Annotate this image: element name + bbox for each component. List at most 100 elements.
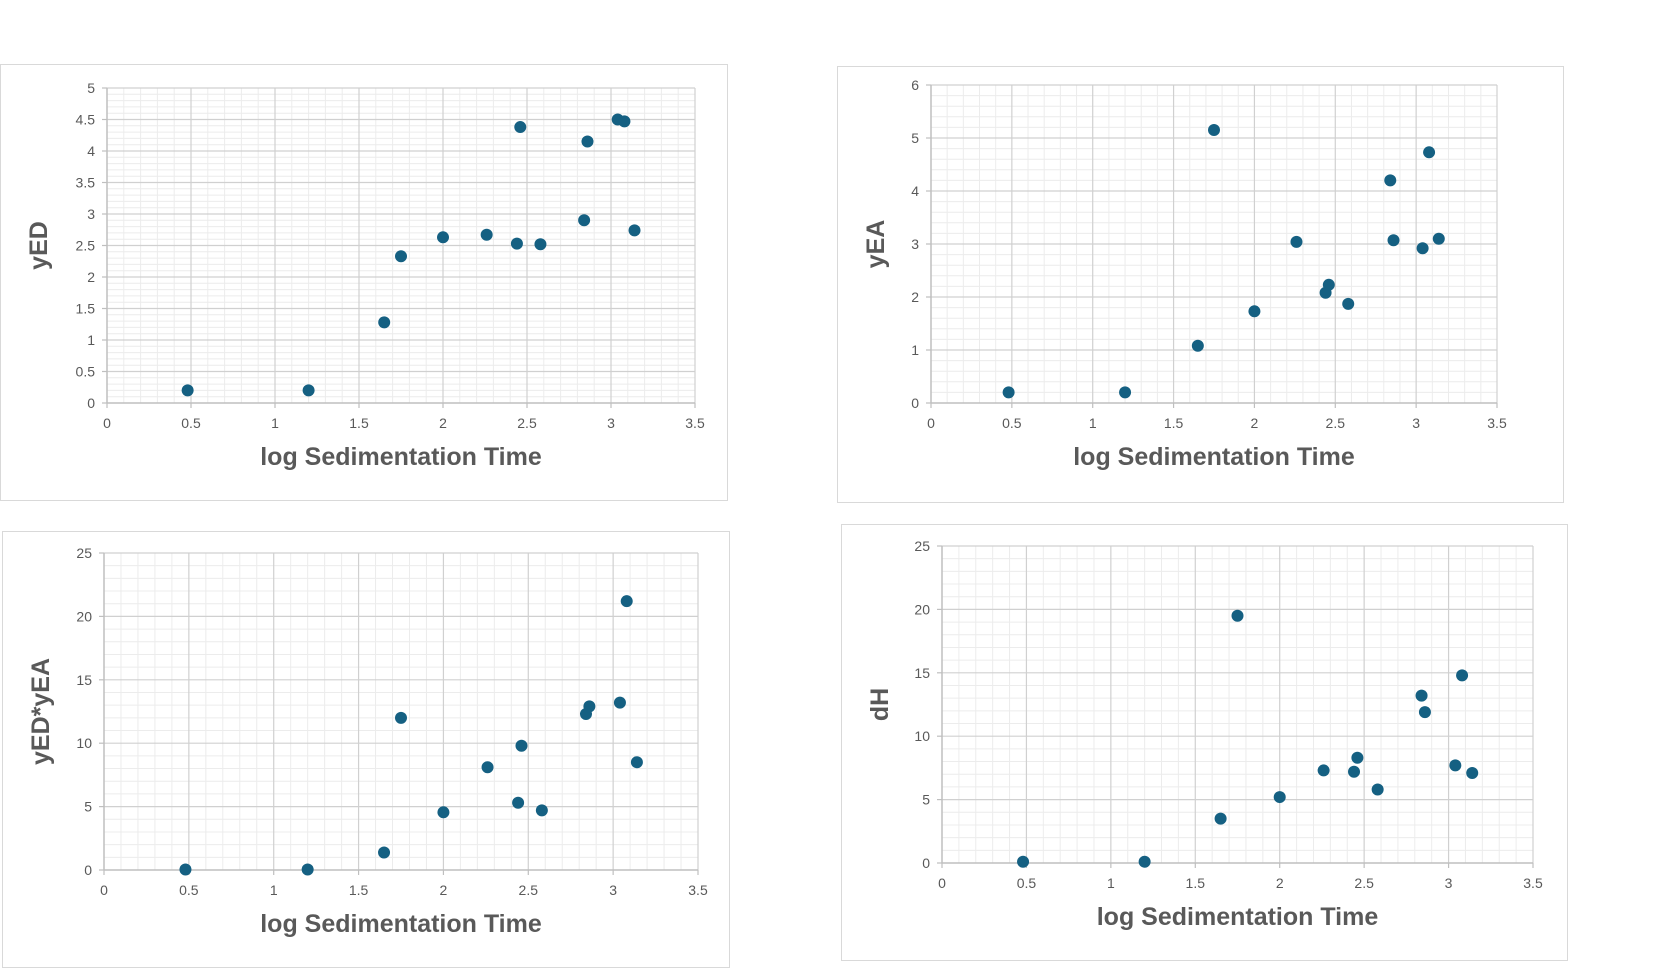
y-tick-label: 20 xyxy=(914,601,930,617)
x-tick-label: 3 xyxy=(609,882,617,898)
data-point xyxy=(1456,669,1469,682)
data-point xyxy=(1416,242,1429,255)
y-tick-label: 0.5 xyxy=(76,364,96,380)
x-tick-label: 2.5 xyxy=(519,882,539,898)
x-tick-label: 3 xyxy=(1445,875,1453,891)
data-point xyxy=(630,756,643,769)
data-point xyxy=(534,238,547,251)
x-tick-label: 3.5 xyxy=(688,882,708,898)
y-tick-label: 2.5 xyxy=(76,238,96,254)
data-point xyxy=(1351,751,1364,764)
x-tick-label: 0 xyxy=(927,415,935,431)
data-point xyxy=(1214,812,1227,825)
y-tick-label: 15 xyxy=(914,665,930,681)
data-point xyxy=(1290,235,1303,248)
chart-panel-yea: 0 1 2 3 4 5 6 0 0.5 1 1.5 2 2.5 3 3.5 log Sedimentation… xyxy=(837,66,1564,503)
data-point xyxy=(583,700,596,713)
x-tick-label: 1.5 xyxy=(1186,875,1206,891)
data-point xyxy=(581,135,594,148)
data-point xyxy=(618,115,631,128)
x-tick-label: 3.5 xyxy=(1487,415,1507,431)
y-tick-label: 15 xyxy=(76,672,92,688)
data-point xyxy=(1208,124,1220,137)
chart-svg-yea: 0 1 2 3 4 5 6 0 0.5 1 1.5 2 2.5 3 3.5 log Sedimentation… xyxy=(862,77,1507,471)
y-tick-label: 2 xyxy=(87,269,95,285)
data-point xyxy=(620,595,633,608)
y-tick-label: 25 xyxy=(76,545,92,561)
y-tick-label: 10 xyxy=(76,735,92,751)
y-tick-label: 0 xyxy=(922,855,930,871)
data-point xyxy=(1371,783,1384,796)
x-tick-label: 1 xyxy=(270,882,278,898)
chart-svg-dh: 0 5 10 15 20 25 0 0.5 1 1.5 2 2.5 3 3.5 log Sedimentat… xyxy=(866,538,1543,931)
plot-area: 0 5 10 15 20 25 0 0.5 1 1.5 2 2.5 3 3.5 xyxy=(914,538,1543,891)
data-point xyxy=(378,316,391,329)
x-tick-label: 2.5 xyxy=(1326,415,1346,431)
y-tick-label: 3.5 xyxy=(76,175,96,191)
y-axis-title: yEA xyxy=(862,220,890,269)
data-point xyxy=(535,804,548,817)
x-tick-label: 1.5 xyxy=(349,882,369,898)
data-point xyxy=(510,237,523,250)
data-point xyxy=(1384,174,1397,187)
data-point xyxy=(1387,234,1400,247)
data-point xyxy=(1138,855,1151,868)
chart-panel-dh: 0 5 10 15 20 25 0 0.5 1 1.5 2 2.5 3 3.5 log Sedimentat… xyxy=(841,524,1568,961)
chart-svg-yed-yea: 0 5 10 15 20 25 0 0.5 1 1.5 2 2.5 3 3.5 log Sedimentat… xyxy=(27,545,708,938)
y-tick-label: 0 xyxy=(87,395,95,411)
y-tick-label: 5 xyxy=(911,130,919,146)
data-point xyxy=(578,214,591,227)
y-tick-label: 4 xyxy=(911,183,919,199)
y-tick-label: 0 xyxy=(911,395,919,411)
data-point xyxy=(515,739,528,752)
y-tick-label: 5 xyxy=(922,792,930,808)
data-point xyxy=(395,250,407,263)
chart-svg-yed: 0 0.5 1 1.5 2 2.5 3 3.5 4 4.5 5 0 0.5 1 1.5 2 2.5 3 3.5 log… xyxy=(25,80,705,471)
data-point xyxy=(1191,339,1204,352)
data-point xyxy=(613,696,626,709)
data-point xyxy=(1432,232,1445,245)
x-tick-label: 1.5 xyxy=(1164,415,1184,431)
data-point xyxy=(512,796,525,809)
y-tick-label: 4.5 xyxy=(76,112,96,128)
x-tick-label: 0.5 xyxy=(1017,875,1037,891)
data-point xyxy=(481,761,494,774)
y-tick-label: 0 xyxy=(84,862,92,878)
data-point xyxy=(437,806,450,819)
y-tick-label: 5 xyxy=(84,799,92,815)
y-tick-label: 20 xyxy=(76,608,92,624)
data-point xyxy=(1348,765,1361,778)
data-point xyxy=(628,224,641,237)
y-axis-title: yED*yEA xyxy=(27,658,55,765)
y-tick-label: 3 xyxy=(87,206,95,222)
x-tick-label: 0 xyxy=(938,875,946,891)
x-axis-title: log Sedimentation Time xyxy=(1073,443,1355,471)
y-tick-label: 5 xyxy=(87,80,95,96)
data-point xyxy=(1423,146,1436,159)
data-point xyxy=(1418,706,1431,719)
data-point xyxy=(1273,791,1286,804)
x-tick-label: 2.5 xyxy=(1354,875,1374,891)
y-tick-label: 1.5 xyxy=(76,301,96,317)
data-point xyxy=(1231,609,1244,622)
x-tick-label: 1.5 xyxy=(349,415,369,431)
plot-area: 0 1 2 3 4 5 6 0 0.5 1 1.5 2 2.5 3 3.5 xyxy=(911,77,1507,431)
data-point xyxy=(395,711,407,724)
x-tick-label: 2 xyxy=(1276,875,1284,891)
plot-area: 0 5 10 15 20 25 0 0.5 1 1.5 2 2.5 3 3.5 xyxy=(76,545,708,898)
y-tick-label: 1 xyxy=(911,342,919,358)
data-point xyxy=(514,121,527,134)
x-tick-label: 3 xyxy=(607,415,615,431)
chart-panel-yed-yea: 0 5 10 15 20 25 0 0.5 1 1.5 2 2.5 3 3.5 log Sedimentat… xyxy=(2,531,730,968)
data-point xyxy=(1017,855,1030,868)
y-tick-label: 1 xyxy=(87,332,95,348)
y-tick-label: 10 xyxy=(914,728,930,744)
data-point xyxy=(1415,689,1428,702)
x-tick-label: 2 xyxy=(440,882,448,898)
y-tick-label: 6 xyxy=(911,77,919,93)
y-tick-label: 25 xyxy=(914,538,930,554)
x-tick-label: 0.5 xyxy=(181,415,201,431)
data-point xyxy=(1449,759,1462,772)
x-tick-label: 0 xyxy=(103,415,111,431)
y-axis-title: yED xyxy=(25,221,53,270)
